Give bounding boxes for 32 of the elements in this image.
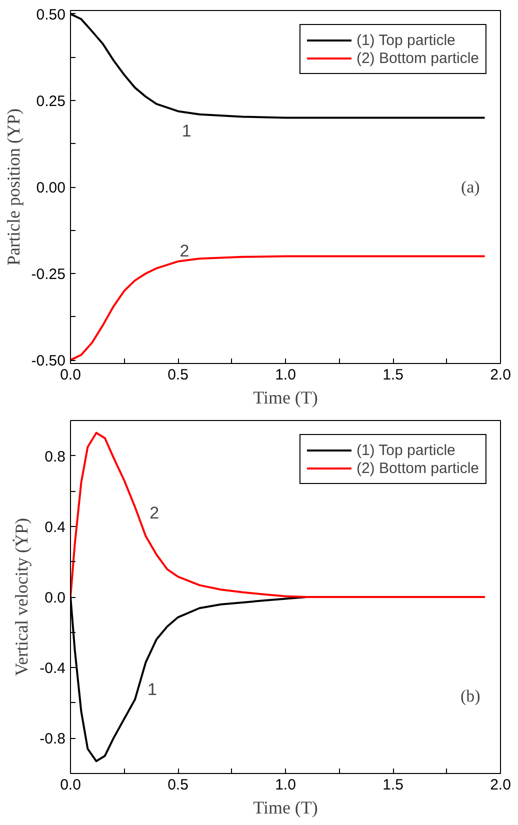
y-tick-label: 0.8 <box>44 448 66 466</box>
y-tick-label: 0.50 <box>36 6 66 24</box>
x-tick-label: 1.5 <box>382 776 404 794</box>
legend-label: (2) Bottom particle <box>356 459 479 477</box>
annotation: 2 <box>180 242 190 261</box>
y-tick-label: 0.0 <box>44 590 66 606</box>
x-axis-title: Time (T) <box>253 388 318 408</box>
x-axis-title: Time (T) <box>253 798 318 818</box>
x-tick-label: 0.0 <box>60 776 81 794</box>
y-tick-label: 0.25 <box>36 92 66 110</box>
x-tick-label: 1.0 <box>275 366 296 384</box>
y-tick-label: 0.4 <box>44 518 66 536</box>
x-tick-label: 1.5 <box>382 366 404 384</box>
y-axis-title: Vertical velocity (ẎP) <box>12 518 32 676</box>
x-tick-label: 0.5 <box>168 366 188 384</box>
y-tick-label: -0.8 <box>40 730 66 748</box>
annotation: 1 <box>182 122 192 141</box>
y-tick-label: -0.4 <box>40 660 66 678</box>
y-axis-title: Particle position (YP) <box>3 108 24 266</box>
x-tick-label: 0.5 <box>168 776 188 794</box>
annotation: (a) <box>460 178 480 196</box>
annotation: 1 <box>147 680 157 699</box>
y-tick-label: -0.25 <box>31 266 66 284</box>
legend-label: (1) Top particle <box>356 441 456 459</box>
legend-label: (1) Top particle <box>356 31 456 49</box>
x-tick-label: 2.0 <box>490 776 511 794</box>
legend-label: (2) Bottom particle <box>356 49 479 67</box>
annotation: (b) <box>460 686 480 706</box>
x-tick-label: 1.0 <box>275 776 296 794</box>
y-tick-label: 0.00 <box>36 180 66 196</box>
annotation: 2 <box>150 503 160 522</box>
x-tick-label: 2.0 <box>490 366 511 384</box>
